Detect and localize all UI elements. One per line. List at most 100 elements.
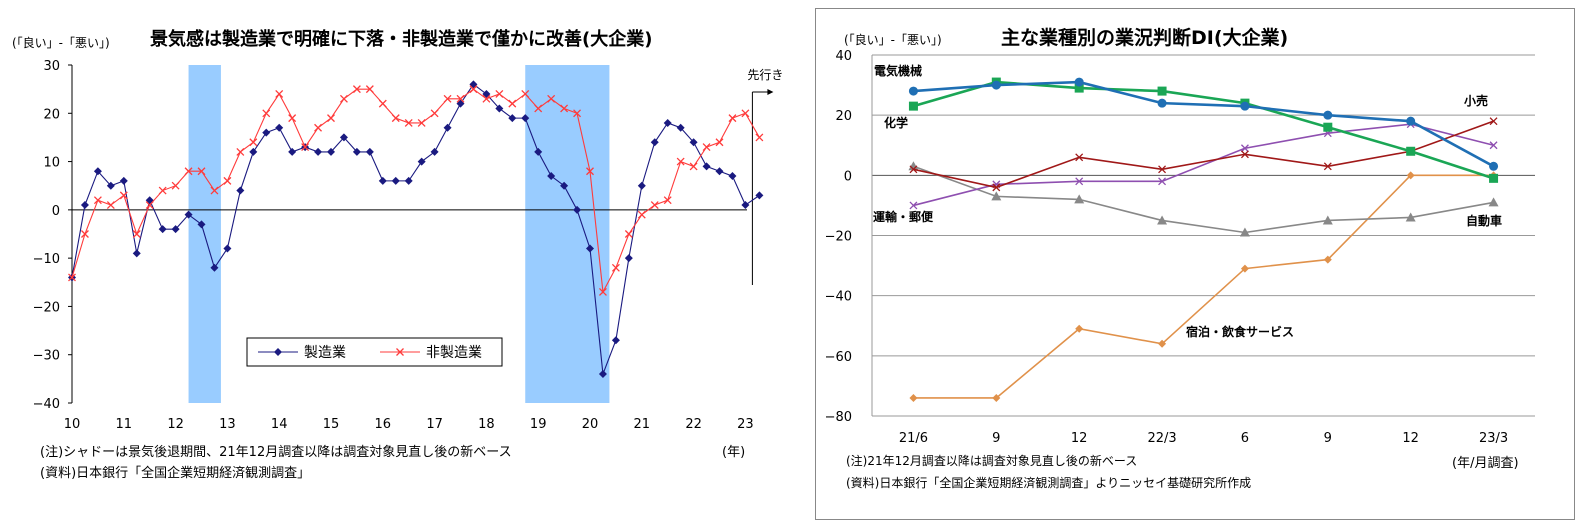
- data-point: [624, 254, 633, 263]
- y-tick-label: −60: [825, 350, 852, 365]
- data-point: [534, 104, 543, 113]
- data-point: [715, 167, 724, 176]
- data-point: [1322, 215, 1333, 225]
- series-4: [908, 161, 1499, 237]
- data-point: [119, 176, 128, 185]
- series-label: 化学: [884, 115, 908, 130]
- x-tick-label: 22: [685, 417, 702, 432]
- data-point: [132, 230, 141, 238]
- data-point: [197, 167, 206, 176]
- data-point: [728, 114, 737, 123]
- x-tick-label: 12: [1071, 431, 1088, 446]
- left-chart-panel: (「良い」-「悪い」) 景気感は製造業で明確に下落・非製造業で僅かに改善(大企業…: [0, 0, 790, 523]
- series-label: 自動車: [1466, 213, 1502, 228]
- data-point: [339, 133, 348, 142]
- forecast-point: [755, 133, 764, 142]
- data-point: [1074, 77, 1084, 87]
- data-point: [702, 143, 711, 152]
- y-tick-label: −40: [33, 397, 60, 412]
- data-point: [650, 138, 659, 147]
- data-point: [598, 287, 607, 296]
- data-point: [430, 109, 439, 118]
- data-point: [909, 165, 918, 174]
- data-point: [909, 201, 918, 210]
- data-point: [339, 94, 348, 103]
- data-point: [1158, 177, 1167, 186]
- data-point: [119, 191, 128, 200]
- data-point: [352, 147, 361, 156]
- series-label: 小売: [1464, 93, 1488, 108]
- series-5: [909, 171, 1498, 402]
- data-point: [249, 138, 258, 147]
- data-point: [223, 176, 232, 185]
- data-point: [249, 147, 258, 156]
- data-point: [663, 118, 672, 127]
- data-point: [301, 143, 310, 152]
- data-point: [184, 210, 193, 219]
- data-point: [443, 94, 452, 103]
- data-point: [1323, 162, 1332, 171]
- data-point: [908, 101, 918, 111]
- series-manufacturing: [68, 80, 764, 379]
- data-point: [417, 118, 426, 127]
- data-point: [1075, 177, 1084, 186]
- data-point: [352, 85, 361, 94]
- y-tick-label: −10: [33, 252, 60, 267]
- y-tick-label: −80: [825, 410, 852, 425]
- data-point: [158, 186, 167, 195]
- data-point: [586, 167, 594, 176]
- legend-label: 製造業: [304, 345, 346, 361]
- legend-label: 非製造業: [426, 345, 482, 361]
- data-point: [288, 114, 297, 123]
- data-point: [443, 123, 452, 132]
- x-tick-label: 10: [64, 417, 81, 432]
- forecast-line: [744, 113, 760, 138]
- series-0: [908, 77, 1499, 171]
- data-point: [715, 138, 724, 147]
- series-non-manufacturing: [68, 85, 764, 296]
- data-point: [236, 186, 245, 195]
- data-point: [106, 201, 115, 209]
- right-chart-title: 主な業種別の業況判断DI(大企業): [1001, 27, 1289, 49]
- data-point: [80, 201, 89, 210]
- series-line: [913, 174, 1494, 399]
- data-point: [909, 393, 918, 402]
- data-point: [508, 99, 517, 108]
- data-point: [1489, 141, 1498, 150]
- data-point: [80, 230, 89, 238]
- data-point: [560, 104, 569, 113]
- right-chart-svg: 40 20 0 −20 −40 −60 −80 21/6 9 12 22/3 6 9 12 23/3 電気機械…: [825, 49, 1535, 446]
- data-point: [404, 176, 413, 185]
- legend-marker: [396, 348, 404, 356]
- data-point: [495, 104, 504, 113]
- right-note-2: (資料)日本銀行「全国企業短期経済観測調査」よりニッセイ基礎研究所作成: [846, 476, 1252, 490]
- data-point: [676, 123, 685, 132]
- data-point: [1074, 83, 1084, 93]
- data-point: [210, 263, 219, 272]
- data-point: [417, 157, 426, 166]
- series-line: [913, 80, 1495, 168]
- data-point: [1489, 173, 1499, 183]
- right-note-1: (注)21年12月調査以降は調査対象見直し後の新ベース: [846, 454, 1138, 468]
- data-point: [365, 85, 374, 94]
- y-tick-label: 10: [43, 156, 60, 171]
- data-point: [1323, 110, 1333, 120]
- data-point: [547, 94, 556, 103]
- data-point: [521, 114, 530, 123]
- series-line: [913, 120, 1494, 189]
- data-point: [456, 94, 465, 103]
- left-legend: 製造業 非製造業: [246, 337, 503, 367]
- data-point: [624, 230, 633, 238]
- y-tick-label: 0: [844, 169, 852, 184]
- x-tick-label: 19: [530, 417, 547, 432]
- data-point: [430, 147, 439, 156]
- x-tick-label: 20: [582, 417, 599, 432]
- data-point: [1157, 215, 1168, 225]
- right-chart-panel: (「良い」-「悪い」) 主な業種別の業況判断DI(大企業) 40 20 0 −20 −4…: [815, 8, 1575, 520]
- data-point: [702, 162, 711, 171]
- left-note-2: (資料)日本銀行「全国企業短期経済観測調査」: [40, 466, 311, 481]
- data-point: [521, 90, 530, 98]
- data-point: [275, 123, 284, 132]
- data-point: [1405, 212, 1416, 222]
- data-point: [689, 138, 698, 147]
